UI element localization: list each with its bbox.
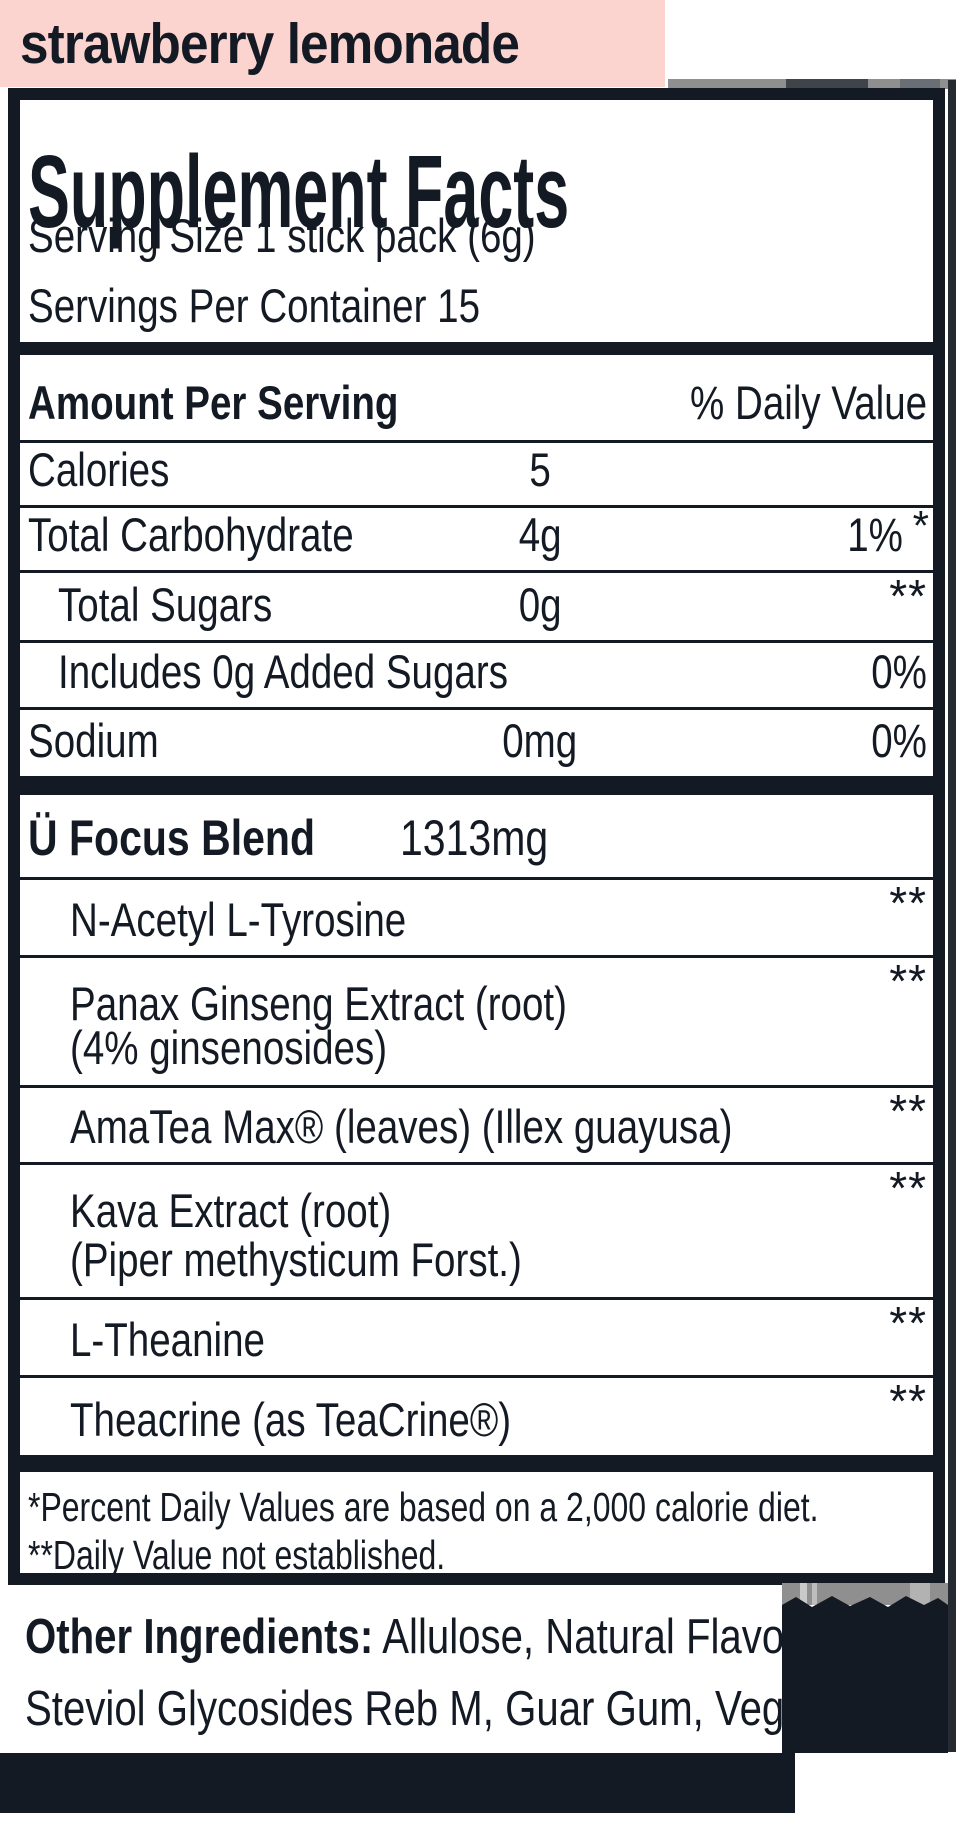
table-row-sodium: Sodium 0mg 0%: [20, 710, 933, 776]
blend-row-l-theanine: ** L-Theanine: [20, 1297, 933, 1378]
table-row-calories: Calories 5: [20, 443, 933, 508]
blend-row-amatea-max: ** AmaTea Max® (leaves) (Illex guayusa): [20, 1085, 933, 1165]
blend-row-kava-extract: ** Kava Extract (root) (Piper methysticu…: [20, 1162, 933, 1300]
pouch-highlight: [910, 1583, 930, 1605]
not-established-mark: **: [889, 1162, 927, 1214]
nutrient-amount: 0g: [518, 578, 562, 631]
panel-title: Supplement Facts: [28, 134, 570, 249]
nutrient-amount: 0mg: [502, 714, 578, 767]
ingredient-name: L-Theanine: [70, 1313, 265, 1366]
nutrient-name: Total Sugars: [58, 578, 273, 631]
daily-value-label: % Daily Value: [689, 376, 927, 429]
pouch-body: [782, 1596, 948, 1753]
nutrient-name: Total Carbohydrate: [28, 508, 354, 561]
ingredient-name: AmaTea Max® (leaves) (Illex guayusa): [70, 1100, 733, 1153]
blend-row-theacrine: ** Theacrine (as TeaCrine®): [20, 1375, 933, 1455]
divider-thick: [20, 342, 933, 355]
dv-asterisk: *: [912, 502, 929, 549]
nutrient-dv: 1%: [847, 508, 903, 561]
table-row-total-sugars: ** Total Sugars 0g: [20, 570, 933, 643]
pouch-top-edge: [668, 79, 956, 89]
supplement-facts-panel: Supplement Facts Serving Size 1 stick pa…: [8, 88, 945, 1585]
ingredient-name: N-Acetyl L-Tyrosine: [70, 893, 407, 946]
other-ingredients-line2: Steviol Glycosides Reb M, Guar Gum, Vege…: [25, 1682, 872, 1736]
table-header-row: Amount Per Serving % Daily Value: [20, 355, 933, 443]
nutrient-name: Sodium: [28, 714, 159, 767]
not-established-mark: **: [889, 1085, 927, 1137]
footnote-daily-values: *Percent Daily Values are based on a 2,0…: [28, 1484, 819, 1530]
blend-name: Ü Focus Blend: [28, 810, 316, 866]
divider-thick: [20, 776, 933, 795]
pouch-right-edge: [948, 80, 956, 1752]
amount-per-serving-label: Amount Per Serving: [28, 376, 399, 429]
nutrient-name: Includes 0g Added Sugars: [58, 645, 508, 698]
ingredient-detail: (Piper methysticum Forst.): [70, 1233, 522, 1286]
not-established-mark: **: [889, 570, 927, 622]
pouch-top-edge-shade: [900, 79, 940, 89]
flavor-name: strawberry lemonade: [20, 11, 520, 76]
blend-amount: 1313mg: [400, 810, 549, 866]
serving-size: Serving Size 1 stick pack (6g): [28, 209, 536, 262]
not-established-mark: **: [889, 955, 927, 1007]
nutrient-name: Calories: [28, 443, 170, 496]
not-established-mark: **: [889, 877, 927, 929]
pouch-highlight: [800, 1583, 807, 1605]
not-established-mark: **: [889, 1375, 927, 1427]
nutrient-amount: 5: [529, 443, 551, 496]
ingredient-name: Panax Ginseng Extract (root): [70, 977, 567, 1030]
pouch-highlight: [812, 1583, 817, 1605]
nutrient-amount: 4g: [518, 508, 562, 561]
flavor-tag: strawberry lemonade: [0, 0, 665, 87]
table-row-total-carbohydrate: Total Carbohydrate 4g 1% *: [20, 502, 933, 573]
servings-per-container: Servings Per Container 15: [28, 279, 481, 332]
ingredient-detail: (4% ginsenosides): [70, 1021, 388, 1074]
blend-row-panax-ginseng: ** Panax Ginseng Extract (root) (4% gins…: [20, 955, 933, 1088]
footnote-not-established: **Daily Value not established.: [28, 1532, 446, 1578]
supplement-facts-content: Supplement Facts Serving Size 1 stick pa…: [20, 100, 933, 1578]
ingredient-name: Kava Extract (root): [70, 1184, 392, 1237]
ingredient-name: Theacrine (as TeaCrine®): [70, 1393, 512, 1446]
black-band: [0, 1753, 795, 1813]
table-row-added-sugars: Includes 0g Added Sugars 0%: [20, 643, 933, 710]
pouch-bottom-fragment: [782, 1583, 948, 1753]
nutrient-dv: 0%: [871, 645, 927, 698]
blend-row-n-acetyl-l-tyrosine: ** N-Acetyl L-Tyrosine: [20, 877, 933, 958]
pouch-top-edge-shade: [786, 79, 868, 89]
divider-thick: [20, 1455, 933, 1472]
nutrient-dv: 0%: [871, 714, 927, 767]
not-established-mark: **: [889, 1297, 927, 1349]
blend-header-row: Ü Focus Blend 1313mg: [20, 795, 933, 880]
other-ingredients-label: Other Ingredients:: [25, 1610, 374, 1664]
